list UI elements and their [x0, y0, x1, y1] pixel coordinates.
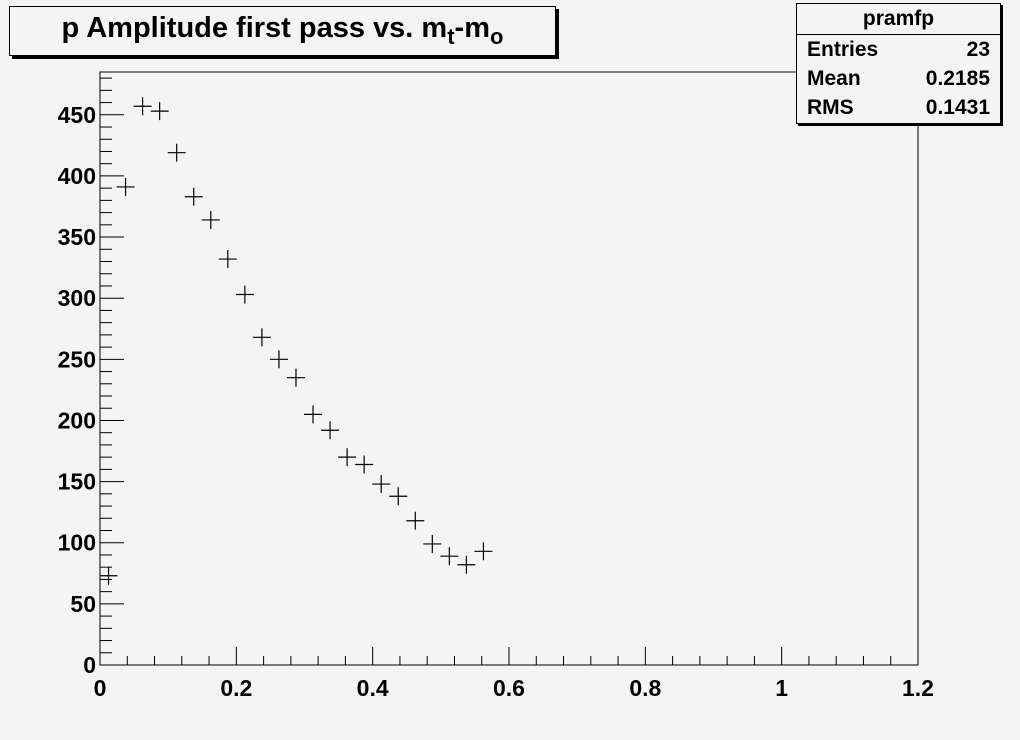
stats-row-entries: Entries 23	[797, 35, 1000, 64]
x-tick-label: 1.2	[902, 675, 934, 701]
x-tick-label: 0.4	[357, 675, 389, 701]
y-tick-label: 150	[58, 469, 96, 495]
chart-title: p Amplitude first pass vs. mt-mo	[62, 12, 504, 50]
data-point	[372, 475, 391, 494]
title-sub-t: t	[447, 24, 455, 49]
data-point	[355, 455, 374, 474]
stats-label: RMS	[807, 96, 854, 119]
data-point	[389, 487, 408, 506]
data-markers-group	[99, 97, 493, 585]
data-point	[218, 250, 237, 269]
stats-box: pramfp Entries 23 Mean 0.2185 RMS 0.1431	[796, 3, 1001, 124]
title-main: p Amplitude first pass vs. m	[61, 12, 448, 44]
data-point	[201, 210, 220, 229]
y-tick-label: 400	[58, 163, 96, 189]
data-point	[338, 448, 357, 467]
data-point	[406, 511, 425, 530]
y-tick-label: 250	[58, 346, 96, 372]
data-point	[133, 97, 152, 116]
y-tick-label: 300	[58, 285, 96, 311]
data-point	[116, 177, 135, 196]
y-tick-label: 100	[58, 530, 96, 556]
data-point	[321, 421, 340, 440]
title-dash: -m	[454, 12, 490, 44]
data-point	[235, 285, 254, 304]
y-tick-label: 200	[58, 407, 96, 433]
data-point	[457, 555, 476, 574]
stats-row-mean: Mean 0.2185	[797, 64, 1000, 93]
y-tick-label: 0	[83, 652, 96, 678]
stats-label: Mean	[807, 67, 861, 90]
data-point	[184, 187, 203, 206]
y-tick-label: 350	[58, 224, 96, 250]
data-point	[423, 534, 442, 553]
title-box: p Amplitude first pass vs. mt-mo	[9, 6, 556, 56]
data-point	[304, 405, 323, 424]
y-tick-label: 450	[58, 102, 96, 128]
data-point	[474, 542, 493, 561]
data-point	[269, 350, 288, 369]
data-point	[99, 566, 118, 585]
data-point	[167, 143, 186, 162]
x-tick-label: 0.6	[493, 675, 525, 701]
data-point	[286, 368, 305, 387]
data-point	[252, 328, 271, 347]
title-sub-o: o	[490, 24, 504, 49]
y-tick-label: 50	[70, 591, 96, 617]
stats-value: 0.2185	[925, 67, 990, 90]
stats-value: 0.1431	[925, 96, 990, 119]
x-tick-label: 1	[775, 675, 788, 701]
stats-histogram-name: pramfp	[797, 4, 1000, 35]
axes-group: 0 0.2 0.4 0.6 0.8 1 1.2 0 50 100 150 200 250 300 350 40…	[58, 77, 934, 701]
x-tick-label: 0	[94, 675, 107, 701]
x-tick-label: 0.8	[629, 675, 661, 701]
x-tick-label: 0.2	[220, 675, 252, 701]
stats-value: 23	[966, 38, 990, 61]
plot-frame	[99, 71, 919, 666]
stats-row-rms: RMS 0.1431	[797, 93, 1000, 122]
stats-label: Entries	[807, 38, 879, 61]
data-point	[440, 547, 459, 566]
data-point	[150, 102, 169, 121]
